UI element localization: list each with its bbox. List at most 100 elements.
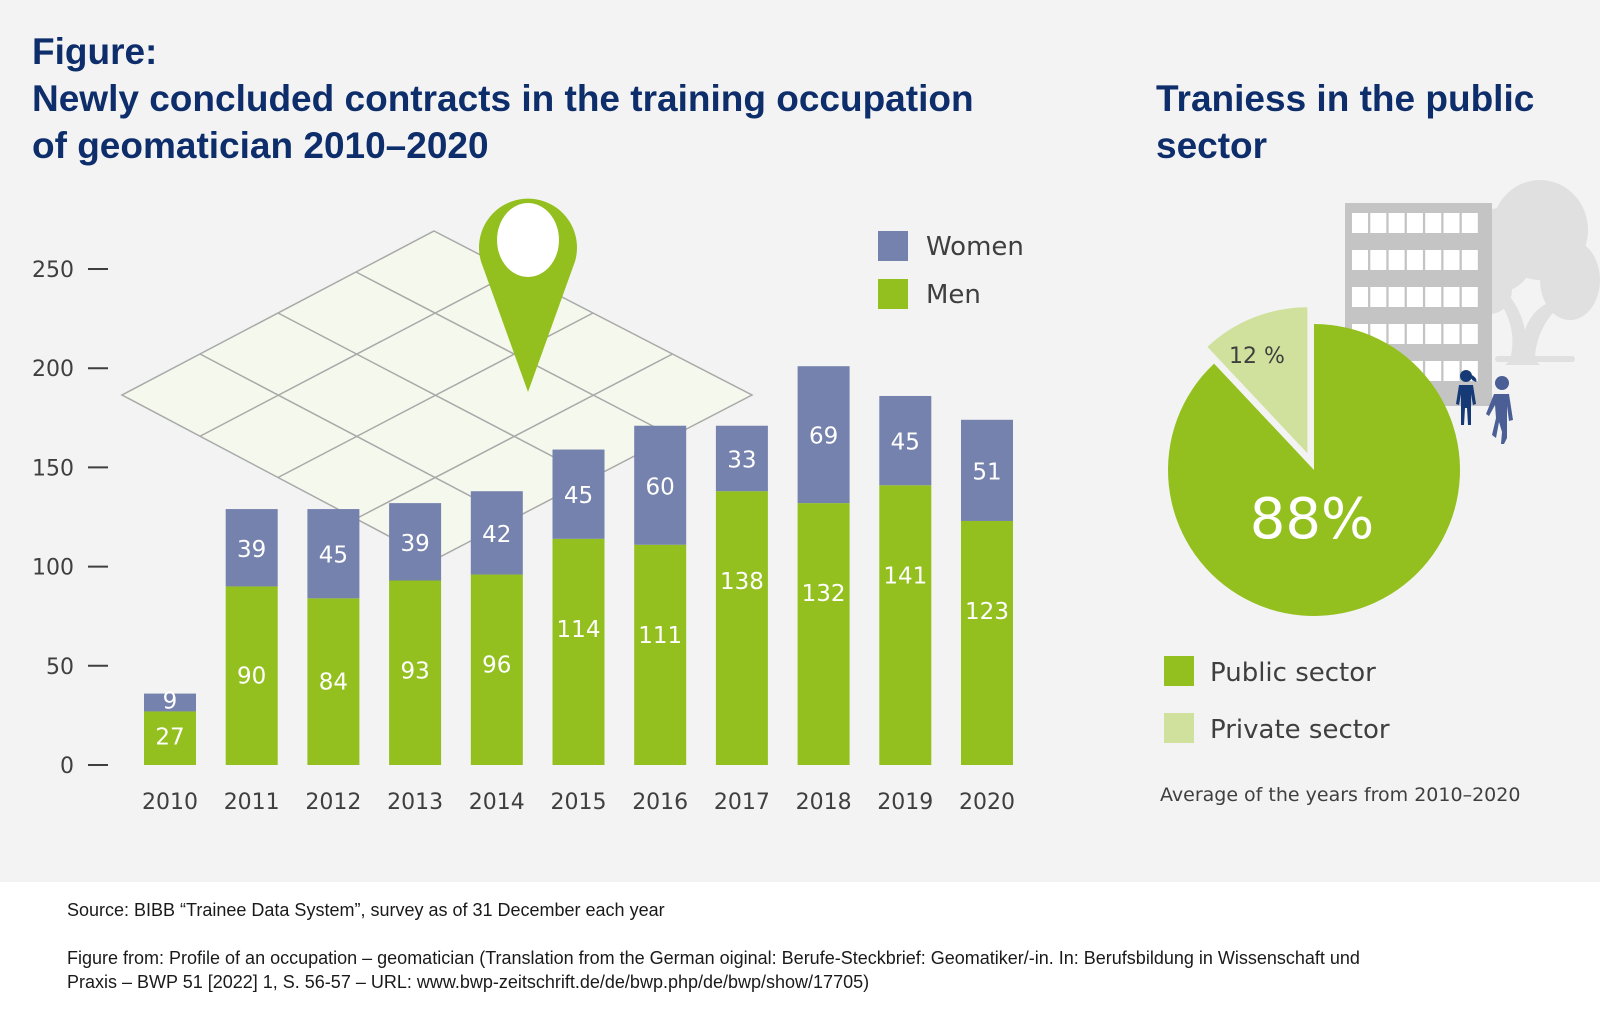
pie-slice-public-sector <box>1168 324 1460 617</box>
building-window <box>1370 287 1387 307</box>
building-window <box>1388 287 1405 307</box>
pie-slice-private-sector <box>1207 307 1308 454</box>
x-tick-label-2017: 2017 <box>714 790 770 815</box>
bar-women-2018 <box>797 366 850 504</box>
main-chart-title: Figure: Newly concluded contracts in the… <box>32 28 1082 169</box>
pie-title-line-2: sector <box>1156 125 1268 166</box>
legend-label-public-sector: Public sector <box>1210 658 1376 688</box>
data-label-men-2013: 93 <box>400 658 429 684</box>
title-prefix: Figure: <box>32 31 158 72</box>
data-label-women-2017: 33 <box>727 447 756 473</box>
x-tick-label-2019: 2019 <box>877 790 933 815</box>
bar-women-2016 <box>634 425 687 545</box>
building-window <box>1425 250 1442 270</box>
bar-men-2010 <box>144 711 196 765</box>
building-window <box>1443 324 1460 344</box>
legend-swatch-women <box>878 231 908 261</box>
bar-women-2017 <box>715 425 768 492</box>
source-note: Source: BIBB “Trainee Data System”, surv… <box>67 900 665 920</box>
data-label-women-2020: 51 <box>972 459 1001 485</box>
legend-swatch-private-sector <box>1164 713 1194 743</box>
data-label-men-2020: 123 <box>965 599 1009 625</box>
chart-canvas: 0 50 100 150 200 250 9 27 39 90 45 84 39 93 42 96 45 114… <box>32 180 1600 815</box>
bar-legend: Women Men <box>878 231 1024 310</box>
bar-women-2013 <box>389 503 442 581</box>
building-window <box>1443 287 1460 307</box>
building-window <box>1352 250 1368 270</box>
building-window <box>1443 213 1460 233</box>
building-window <box>1388 250 1405 270</box>
legend-swatch-men <box>878 279 908 309</box>
y-tick-label: 150 <box>32 456 74 481</box>
building-window <box>1370 213 1387 233</box>
y-tick-label: 200 <box>32 357 74 382</box>
map-grid-line <box>199 353 514 520</box>
data-label-women-2010: 9 <box>163 688 178 714</box>
building-window <box>1425 361 1442 381</box>
data-label-women-2018: 69 <box>809 424 838 450</box>
building-window <box>1425 213 1442 233</box>
building-window <box>1461 213 1478 233</box>
bar-men-2011 <box>225 586 278 765</box>
bar-women-2020 <box>961 419 1013 521</box>
data-label-men-2011: 90 <box>237 664 266 690</box>
legend-swatch-public-sector <box>1164 656 1194 686</box>
man-figure-icon <box>1486 376 1513 444</box>
building-window <box>1352 287 1368 307</box>
pie-legend: Public sector Private sector <box>1164 656 1390 745</box>
pie-chart: 88% 12 % <box>1168 307 1460 617</box>
data-label-men-2019: 141 <box>883 563 927 589</box>
building-window <box>1461 324 1478 344</box>
data-label-men-2012: 84 <box>319 670 348 696</box>
legend-label-women: Women <box>926 232 1024 262</box>
building-window <box>1388 213 1405 233</box>
data-label-men-2017: 138 <box>720 569 764 595</box>
building-window <box>1388 324 1405 344</box>
bar-women-2014 <box>470 491 523 575</box>
bar-men-2017 <box>715 491 768 765</box>
pie-average-note: Average of the years from 2010–2020 <box>1160 784 1521 806</box>
bar-men-2015 <box>552 538 605 765</box>
x-tick-label-2010: 2010 <box>142 790 198 815</box>
data-label-men-2015: 114 <box>557 617 601 643</box>
bar-men-2018 <box>797 503 850 765</box>
data-label-men-2018: 132 <box>802 581 846 607</box>
y-tick-label: 100 <box>32 556 74 581</box>
pie-label-private-sector: 12 % <box>1229 344 1285 369</box>
building-window <box>1425 324 1442 344</box>
building-window <box>1443 250 1460 270</box>
building-window <box>1406 250 1423 270</box>
bar-women-2019 <box>879 395 932 486</box>
building-window <box>1406 324 1423 344</box>
bar-men-2019 <box>879 485 932 765</box>
bar-men-2013 <box>389 580 442 765</box>
y-axis: 0 50 100 150 200 250 <box>32 258 108 779</box>
data-label-women-2011: 39 <box>237 537 266 563</box>
data-label-men-2014: 96 <box>482 653 511 679</box>
x-tick-label-2012: 2012 <box>305 790 361 815</box>
y-tick-label: 250 <box>32 258 74 283</box>
bar-men-2020 <box>961 520 1013 765</box>
data-label-men-2010: 27 <box>155 724 184 750</box>
legend-label-private-sector: Private sector <box>1210 715 1390 745</box>
data-label-women-2014: 42 <box>482 522 511 548</box>
tree-icon <box>1465 180 1600 365</box>
x-tick-label-2013: 2013 <box>387 790 443 815</box>
x-tick-label-2020: 2020 <box>959 790 1015 815</box>
woman-figure-icon <box>1456 370 1477 425</box>
figure-citation: Figure from: Profile of an occupation – … <box>67 946 1547 994</box>
building-window <box>1443 361 1460 381</box>
x-tick-label-2014: 2014 <box>469 790 525 815</box>
legend-label-men: Men <box>926 280 981 310</box>
citation-line-2: Praxis – BWP 51 [2022] 1, S. 56-57 – URL… <box>67 972 870 992</box>
y-tick-label: 0 <box>60 754 74 779</box>
building-window <box>1461 287 1478 307</box>
x-axis: 2010 2011 2012 2013 2014 2015 2016 2017 2018 2019… <box>142 790 1015 815</box>
building-window <box>1461 250 1478 270</box>
data-label-women-2019: 45 <box>891 430 920 456</box>
location-pin-icon <box>478 198 577 392</box>
building-window <box>1406 213 1423 233</box>
x-tick-label-2011: 2011 <box>224 790 280 815</box>
bar-men-2016 <box>634 544 687 765</box>
x-tick-label-2015: 2015 <box>551 790 607 815</box>
